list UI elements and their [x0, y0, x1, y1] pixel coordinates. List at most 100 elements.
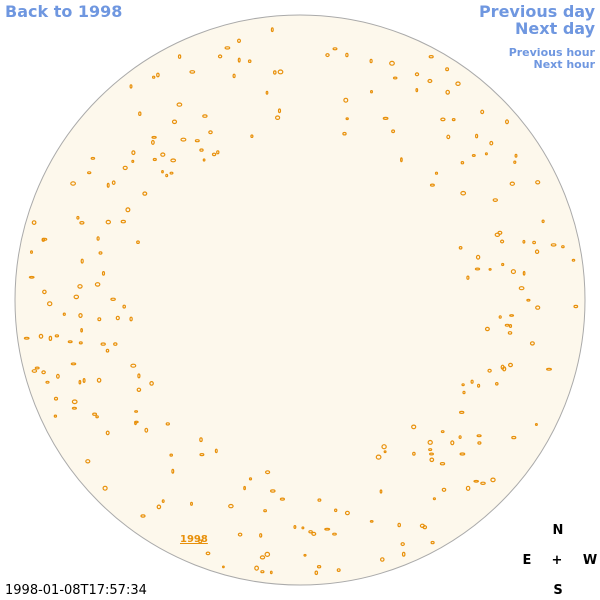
next-day-link[interactable]: Next day	[515, 19, 596, 38]
contour	[459, 410, 465, 414]
contour	[214, 448, 218, 454]
contour	[90, 156, 96, 160]
contour	[458, 246, 463, 250]
contour	[199, 453, 205, 457]
contour	[28, 275, 35, 279]
contour	[94, 282, 101, 287]
contour	[45, 380, 50, 384]
contour	[522, 239, 526, 244]
previous-hour-link[interactable]: Previous hour	[509, 46, 596, 59]
contour	[500, 239, 505, 244]
contour	[250, 134, 254, 139]
contour	[80, 258, 84, 264]
contour	[508, 324, 513, 329]
contour	[471, 154, 476, 158]
contour	[171, 468, 175, 474]
contour	[522, 270, 526, 276]
contour	[105, 348, 110, 353]
contour	[130, 363, 137, 368]
contour	[490, 477, 496, 483]
contour	[434, 171, 439, 175]
contour	[535, 180, 541, 185]
contour	[510, 269, 517, 275]
contour	[102, 485, 108, 491]
contour	[31, 369, 38, 373]
contour	[131, 150, 136, 156]
timestamp: 1998-01-08T17:57:34	[5, 583, 147, 598]
compass-west: W	[583, 553, 597, 568]
contour	[474, 267, 481, 271]
contour	[400, 542, 405, 547]
contour	[78, 341, 83, 345]
contour	[382, 116, 389, 121]
previous-day-link[interactable]: Previous day	[479, 2, 596, 21]
contour	[70, 362, 77, 366]
contour	[78, 313, 83, 319]
contour	[76, 215, 80, 220]
contour	[470, 379, 474, 384]
contour	[41, 237, 46, 242]
contour	[177, 54, 182, 59]
contour	[190, 501, 194, 506]
contour	[460, 190, 467, 196]
contour	[400, 157, 403, 163]
contour	[440, 430, 445, 434]
contour	[477, 383, 481, 388]
contour	[529, 341, 535, 346]
contour	[381, 444, 387, 450]
contour	[151, 135, 157, 139]
contour	[224, 46, 231, 50]
contour	[429, 183, 435, 187]
contour	[466, 275, 470, 280]
contour	[389, 60, 395, 66]
contour	[259, 555, 266, 560]
contour	[134, 420, 139, 424]
contour	[122, 304, 127, 309]
contour	[484, 152, 488, 156]
contour	[427, 78, 433, 84]
contour	[465, 485, 471, 491]
disk-label[interactable]: 1998	[180, 534, 208, 545]
contour	[500, 364, 505, 370]
contour	[56, 373, 60, 379]
contour	[459, 452, 466, 456]
contour	[67, 340, 73, 344]
contour	[165, 173, 169, 178]
contour	[488, 268, 492, 271]
contour	[92, 412, 98, 416]
contour	[392, 76, 398, 80]
contour	[342, 131, 347, 136]
contour	[152, 157, 157, 162]
contour	[397, 522, 402, 528]
next-hour-link[interactable]: Next hour	[534, 58, 596, 71]
contour	[534, 423, 538, 427]
contour	[427, 439, 433, 445]
contour	[507, 331, 513, 335]
contour	[131, 159, 135, 163]
contour	[110, 297, 116, 301]
contour	[573, 304, 579, 309]
contour	[480, 109, 485, 115]
contour	[535, 305, 541, 310]
contour	[475, 254, 481, 260]
contour	[269, 570, 273, 575]
compass-east: E	[523, 553, 532, 568]
contour	[254, 565, 260, 571]
contour	[504, 323, 510, 327]
contour	[151, 75, 156, 79]
contour	[345, 52, 349, 58]
contour	[95, 415, 99, 419]
contour	[217, 54, 223, 59]
back-link[interactable]: Back to 1998	[5, 2, 122, 21]
contour	[208, 130, 213, 135]
contour	[324, 527, 331, 531]
contour	[263, 509, 268, 513]
contour	[430, 540, 435, 545]
contour	[332, 532, 337, 536]
contour	[501, 262, 505, 267]
contour	[79, 221, 85, 225]
contour	[571, 258, 576, 262]
contour	[334, 508, 338, 513]
contour	[71, 406, 78, 410]
contour	[232, 73, 236, 79]
